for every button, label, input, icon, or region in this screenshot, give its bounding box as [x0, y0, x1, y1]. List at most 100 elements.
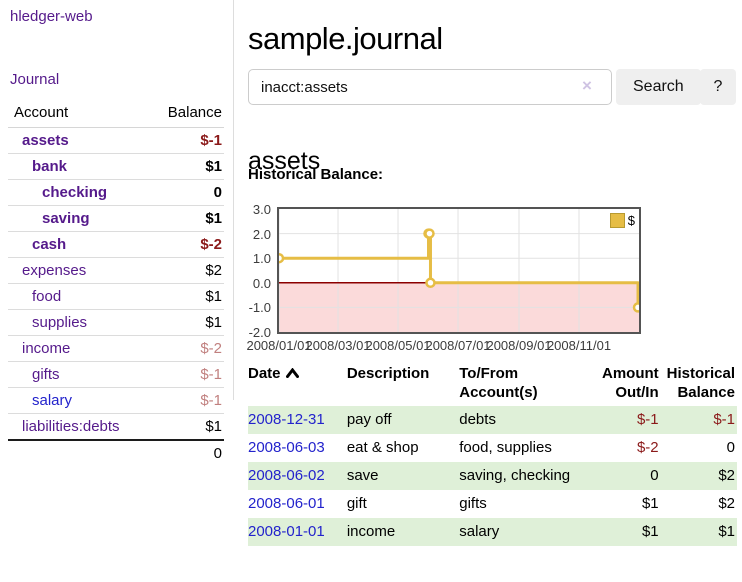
account-balance: $-1: [147, 387, 224, 414]
account-link-food[interactable]: food: [32, 288, 62, 305]
transaction-description: gift: [346, 495, 367, 512]
sidebar: hledger-web Journal Account Balance asse…: [0, 0, 234, 466]
transaction-accounts: gifts: [459, 495, 487, 512]
transaction-accounts: food, supplies: [459, 439, 552, 456]
account-row: bank $1: [8, 153, 224, 180]
transaction-amount: $1: [641, 523, 659, 540]
account-link-assets[interactable]: assets: [22, 132, 69, 149]
account-link-supplies[interactable]: supplies: [32, 314, 88, 331]
register-table: Date Description To/From Account(s) Amou…: [248, 362, 737, 546]
help-button[interactable]: ?: [700, 69, 736, 105]
account-row: gifts $-1: [8, 361, 224, 388]
sort-ascending-icon: [285, 364, 299, 383]
chart-y-axis: 3.0 2.0 1.0 0.0 -1.0 -2.0: [248, 202, 274, 340]
y-axis-tick-label: -1.0: [248, 300, 271, 316]
transaction-balance: $1: [718, 523, 735, 540]
y-axis-tick-label: 1.0: [252, 251, 271, 267]
account-balance: $1: [147, 283, 224, 310]
sidebar-item-journal[interactable]: Journal: [10, 71, 60, 88]
chart-x-axis: 2008/01/01 2008/03/01 2008/05/01 2008/07/01…: [246, 338, 639, 354]
account-link-cash[interactable]: cash: [32, 236, 67, 253]
transaction-row: 2008-01-01 income salary $1 $1: [248, 518, 737, 546]
search-button[interactable]: Search: [616, 69, 701, 105]
transaction-date-link[interactable]: 2008-12-31: [248, 411, 325, 428]
account-row: checking 0: [8, 179, 224, 206]
legend-label: $: [627, 213, 635, 228]
transaction-description: pay off: [346, 411, 392, 428]
chart-plot-area[interactable]: $: [277, 207, 641, 334]
transaction-description: eat & shop: [346, 439, 419, 456]
y-axis-tick-label: 2.0: [252, 226, 271, 242]
accounts-header-row: Account Balance: [8, 100, 224, 128]
account-balance: $1: [147, 153, 224, 180]
account-row: salary $-1: [8, 387, 224, 414]
accounts-header-balance: Balance: [147, 100, 224, 128]
transaction-balance: $-1: [713, 411, 735, 428]
accounts-total-row: 0: [8, 439, 224, 466]
account-row: assets $-1: [8, 128, 224, 154]
x-axis-tick-label: 2008/05/01: [365, 338, 431, 353]
x-axis-tick-label: 2008/03/01: [305, 338, 371, 353]
account-link-bank[interactable]: bank: [32, 158, 68, 175]
account-balance: $-1: [147, 361, 224, 388]
account-balance: $1: [147, 309, 224, 336]
account-link-income[interactable]: income: [22, 340, 71, 357]
transaction-amount: $-1: [636, 411, 659, 428]
transaction-date-link[interactable]: 2008-06-03: [248, 439, 325, 456]
account-row: income $-2: [8, 335, 224, 362]
account-row: liabilities:debts $1: [8, 413, 224, 440]
account-row: cash $-2: [8, 231, 224, 258]
transaction-amount: 0: [650, 467, 659, 484]
account-balance: $1: [147, 413, 224, 440]
x-axis-tick-label: 2008/01/01: [246, 338, 312, 353]
account-row: saving $1: [8, 205, 224, 232]
transaction-date-link[interactable]: 2008-06-02: [248, 467, 325, 484]
transaction-row: 2008-06-01 gift gifts $1 $2: [248, 490, 737, 518]
date-header-label: Date: [248, 365, 281, 382]
account-link-liabilities-debts[interactable]: liabilities:debts: [22, 418, 120, 435]
chart-legend: $: [609, 213, 635, 228]
y-axis-tick-label: 0.0: [252, 275, 271, 291]
transaction-date-link[interactable]: 2008-01-01: [248, 523, 325, 540]
account-balance: 0: [147, 179, 224, 206]
account-balance: $1: [147, 205, 224, 232]
account-link-checking[interactable]: checking: [42, 184, 108, 201]
transaction-amount: $1: [641, 495, 659, 512]
chart-canvas: [279, 209, 639, 332]
main-content: sample.journal × Search ? assets Histori…: [246, 0, 742, 582]
account-row: food $1: [8, 283, 224, 310]
transaction-balance: $2: [718, 495, 735, 512]
account-link-salary[interactable]: salary: [32, 392, 73, 409]
transaction-amount: $-2: [636, 439, 659, 456]
register-header-row: Date Description To/From Account(s) Amou…: [248, 362, 737, 406]
x-axis-tick-label: 2008/07/01: [425, 338, 491, 353]
accounts-total-balance: 0: [147, 439, 224, 466]
accounts-table: Account Balance assets $-1 bank $1 check…: [8, 100, 224, 466]
account-link-expenses[interactable]: expenses: [22, 262, 87, 279]
account-balance: $2: [147, 257, 224, 284]
transaction-balance: $2: [718, 467, 735, 484]
account-row: supplies $1: [8, 309, 224, 336]
app-brand-link[interactable]: hledger-web: [10, 8, 93, 25]
y-axis-tick-label: 3.0: [252, 202, 271, 217]
historical-balance-chart: 3.0 2.0 1.0 0.0 -1.0 -2.0 $ 2008/01/01 2008/03…: [246, 202, 742, 357]
account-link-gifts[interactable]: gifts: [32, 366, 60, 383]
transaction-balance: 0: [726, 439, 735, 456]
transaction-date-link[interactable]: 2008-06-01: [248, 495, 325, 512]
chart-heading: Historical Balance:: [248, 166, 384, 183]
register-header-balance: Historical Balance: [666, 365, 735, 401]
account-balance: $-1: [200, 132, 222, 149]
transaction-description: save: [346, 467, 379, 484]
transaction-row: 2008-06-03 eat & shop food, supplies $-2…: [248, 434, 737, 462]
search-input[interactable]: [248, 69, 612, 105]
account-link-saving[interactable]: saving: [42, 210, 90, 227]
accounts-header-account: Account: [8, 100, 148, 128]
register-header-accounts: To/From Account(s): [459, 365, 538, 401]
transaction-accounts: saving, checking: [459, 467, 571, 484]
transaction-row: 2008-06-02 save saving, checking 0 $2: [248, 462, 737, 490]
transaction-accounts: salary: [459, 523, 500, 540]
account-row: expenses $2: [8, 257, 224, 284]
clear-search-icon[interactable]: ×: [582, 76, 592, 95]
register-header-date: Date: [248, 362, 347, 406]
transaction-description: income: [346, 523, 396, 540]
